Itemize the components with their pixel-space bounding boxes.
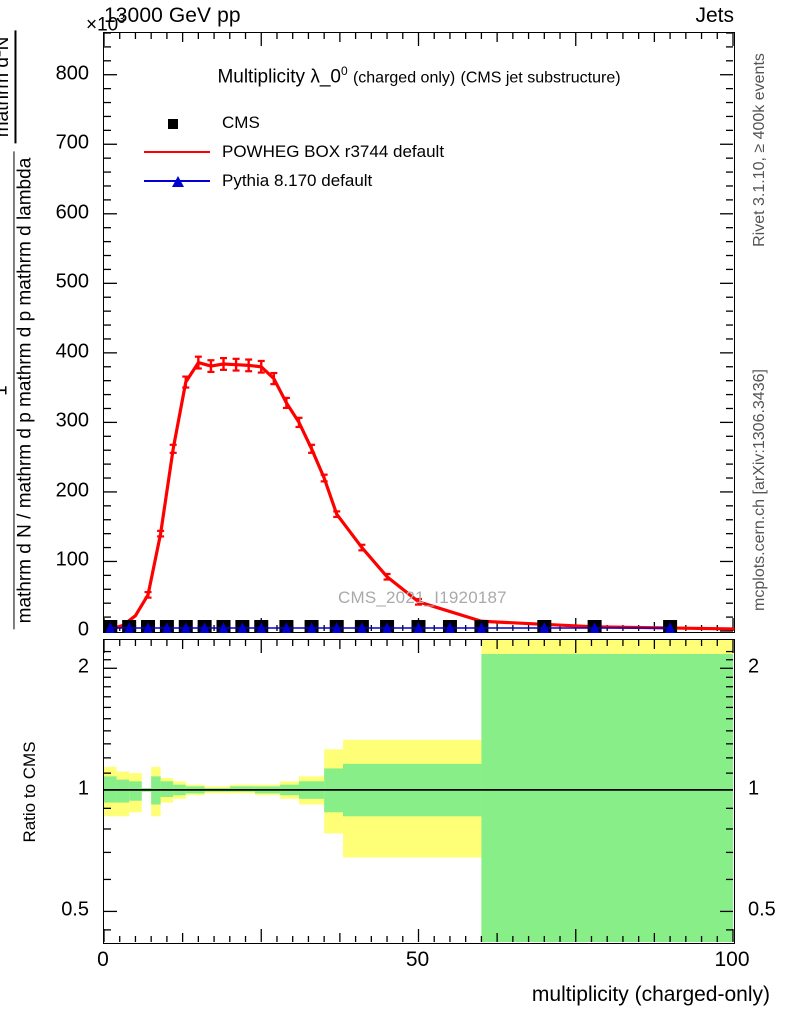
- x-axis-title: multiplicity (charged-only): [531, 983, 770, 1006]
- x-tick-label: 0: [97, 948, 109, 971]
- ratio-plot-panel: [103, 639, 735, 944]
- header-beam-energy: 13000 GeV pp: [104, 4, 241, 27]
- ratio-band-green-segment: [116, 779, 130, 803]
- ratio-plot-canvas: [104, 640, 734, 942]
- y-axis-exponent: ×103: [86, 12, 125, 36]
- y-tick-label-main: 500: [55, 270, 89, 293]
- legend-label-cms: CMS: [222, 112, 260, 132]
- plot-title-symbol: λ_0: [310, 66, 341, 88]
- y-tick-label-main: 700: [55, 131, 89, 154]
- y-axis-fraction-one: 1: [0, 379, 12, 402]
- plot-title-main: Multiplicity: [217, 66, 306, 88]
- y-tick-label-ratio: 1: [77, 777, 89, 800]
- legend-item-cms[interactable]: CMS: [140, 108, 444, 137]
- legend-key-line-icon: [140, 142, 214, 162]
- y-tick-label-main: 800: [55, 62, 89, 85]
- legend-label-pythia: Pythia 8.170 default: [222, 170, 373, 190]
- ratio-axis-ticks: [104, 640, 734, 942]
- x-tick-label: 100: [714, 948, 750, 971]
- plot-title: Multiplicity λ_00 (charged only) (CMS je…: [103, 64, 735, 88]
- plot-title-symbol-sup: 0: [340, 64, 348, 78]
- y-axis-numerator: mathrm d2N: [0, 31, 13, 144]
- y-axis-tick-labels-ratio-right: 0.5 1 2: [740, 639, 786, 944]
- y-tick-label-main: 400: [55, 340, 89, 363]
- mcplots-source-label: mcplots.cern.ch [arXiv:1306.3436]: [751, 369, 768, 611]
- legend-key-square-icon: [140, 113, 214, 133]
- legend-key-line-triangle-icon: [140, 171, 214, 191]
- ratio-axis-title: Ratio to CMS: [20, 741, 39, 843]
- legend-label-powheg: POWHEG BOX r3744 default: [222, 141, 445, 161]
- y-axis-numerator-n: N: [0, 37, 13, 51]
- y-tick-label-ratio: 0.5: [61, 898, 89, 921]
- y-tick-label-ratio-right: 2: [748, 655, 760, 678]
- y-tick-label-main: 100: [55, 548, 89, 571]
- ratio-band-green-segment: [481, 653, 733, 942]
- plot-title-qualifier-2: (CMS jet substructure): [460, 69, 621, 87]
- y-axis-numerator-sup: 2: [0, 50, 3, 57]
- y-tick-label-main: 600: [55, 201, 89, 224]
- y-axis-title-main: 1 mathrm d N / mathrm d p mathrm d p mat…: [0, 30, 38, 630]
- ratio-band-green: [104, 653, 733, 942]
- y-axis-numerator-d: mathrm d: [0, 57, 13, 138]
- plot-title-qualifier-1: (charged only): [352, 69, 456, 87]
- ratio-band-green-segment: [129, 781, 142, 801]
- y-tick-label-ratio: 2: [77, 655, 89, 678]
- main-plot-panel: [103, 32, 735, 633]
- y-axis-exponent-base: ×10: [86, 14, 119, 36]
- legend-item-powheg[interactable]: POWHEG BOX r3744 default: [140, 137, 444, 166]
- pythia-data-markers: [105, 622, 676, 633]
- main-plot-canvas: [103, 32, 735, 633]
- legend-item-pythia[interactable]: Pythia 8.170 default: [140, 166, 444, 195]
- y-tick-label-main: 300: [55, 409, 89, 432]
- y-tick-label-main: 0: [77, 618, 89, 641]
- header-process: Jets: [695, 4, 734, 27]
- y-axis-exponent-power: 3: [118, 12, 125, 26]
- y-axis-tick-labels-ratio: 0.5 1 2: [0, 639, 97, 944]
- x-axis-tick-labels: 0 50 100: [97, 948, 749, 976]
- rivet-version-label: Rivet 3.1.10, ≥ 400k events: [751, 53, 768, 247]
- y-tick-label-ratio-right: 1: [748, 777, 760, 800]
- analysis-watermark: CMS_2021_I1920187: [338, 588, 507, 607]
- legend: CMS POWHEG BOX r3744 default Pythia 8.17…: [140, 108, 444, 195]
- y-axis-tick-labels-main: 0 100 200 300 400 500 600 700 800: [0, 32, 97, 640]
- powheg-error-bars: [144, 355, 422, 606]
- y-tick-label-ratio-right: 0.5: [748, 898, 776, 921]
- x-tick-label: 50: [405, 948, 430, 971]
- y-axis-denominator-outer: mathrm d N / mathrm d p mathrm d p mathr…: [14, 157, 36, 624]
- y-axis-denominator-inner: [17, 78, 38, 95]
- y-tick-label-main: 200: [55, 479, 89, 502]
